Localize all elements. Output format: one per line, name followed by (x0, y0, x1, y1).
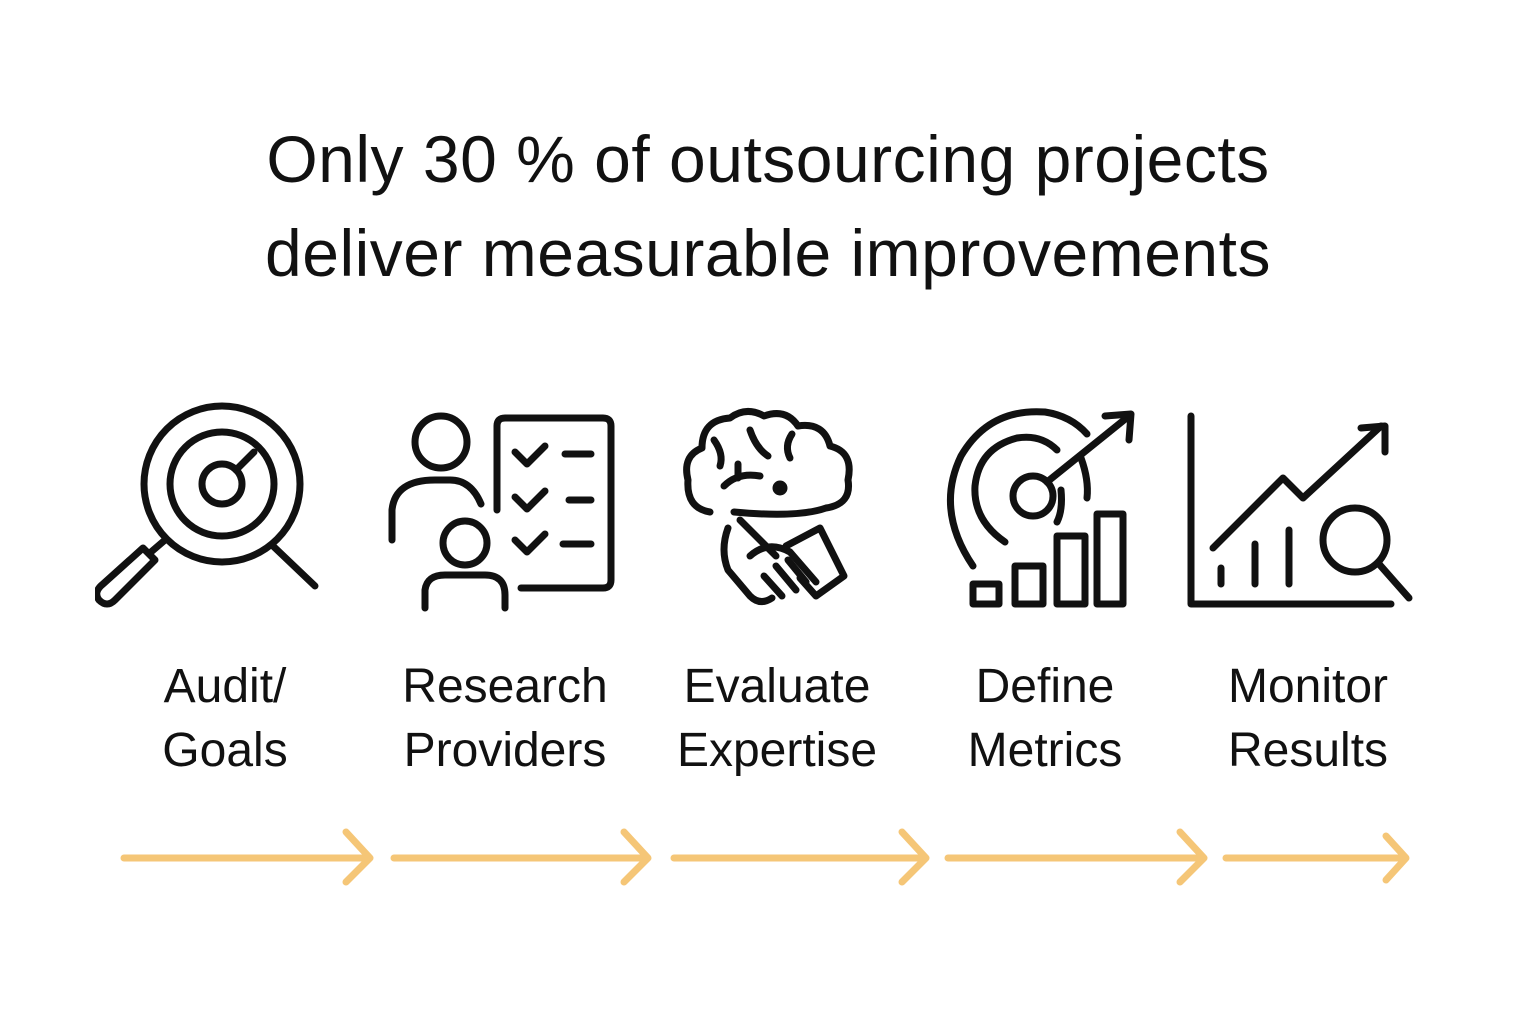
target-bar-chart-icon (945, 400, 1185, 620)
step-label-line-2: Results (1227, 724, 1389, 777)
step-label-line-1: Audit/ (163, 660, 287, 713)
step-label-line-1: Define (975, 660, 1115, 713)
arrow-right-icon (944, 828, 1208, 888)
people-checklist-icon (385, 400, 625, 620)
step-label-line-1: Research (402, 660, 608, 713)
arrow-right-icon (670, 828, 930, 888)
step-label-line-2: Expertise (676, 724, 878, 777)
step-label-evaluate-expertise: Evaluate Expertise (647, 655, 907, 783)
step-label-line-1: Monitor (1227, 660, 1389, 713)
headline: Only 30 % of outsourcing projects delive… (0, 112, 1536, 300)
line-chart-magnifier-icon (1185, 400, 1425, 620)
step-label-monitor-results: Monitor Results (1178, 655, 1438, 783)
step-label-define-metrics: Define Metrics (915, 655, 1175, 783)
step-label-line-2: Metrics (967, 724, 1123, 777)
step-label-line-1: Evaluate (683, 660, 871, 713)
step-label-research-providers: Research Providers (375, 655, 635, 783)
headline-line-1: Only 30 % of outsourcing projects (266, 122, 1270, 196)
arrow-right-icon (120, 828, 374, 888)
arrow-right-icon (390, 828, 652, 888)
magnifier-target-icon (93, 400, 335, 620)
step-label-line-2: Goals (162, 724, 288, 777)
arrow-right-icon (1222, 828, 1410, 888)
step-label-audit-goals: Audit/ Goals (95, 655, 355, 783)
brain-handshake-icon (680, 400, 920, 620)
headline-line-2: deliver measurable improvements (265, 216, 1271, 290)
step-label-line-2: Providers (403, 724, 607, 777)
